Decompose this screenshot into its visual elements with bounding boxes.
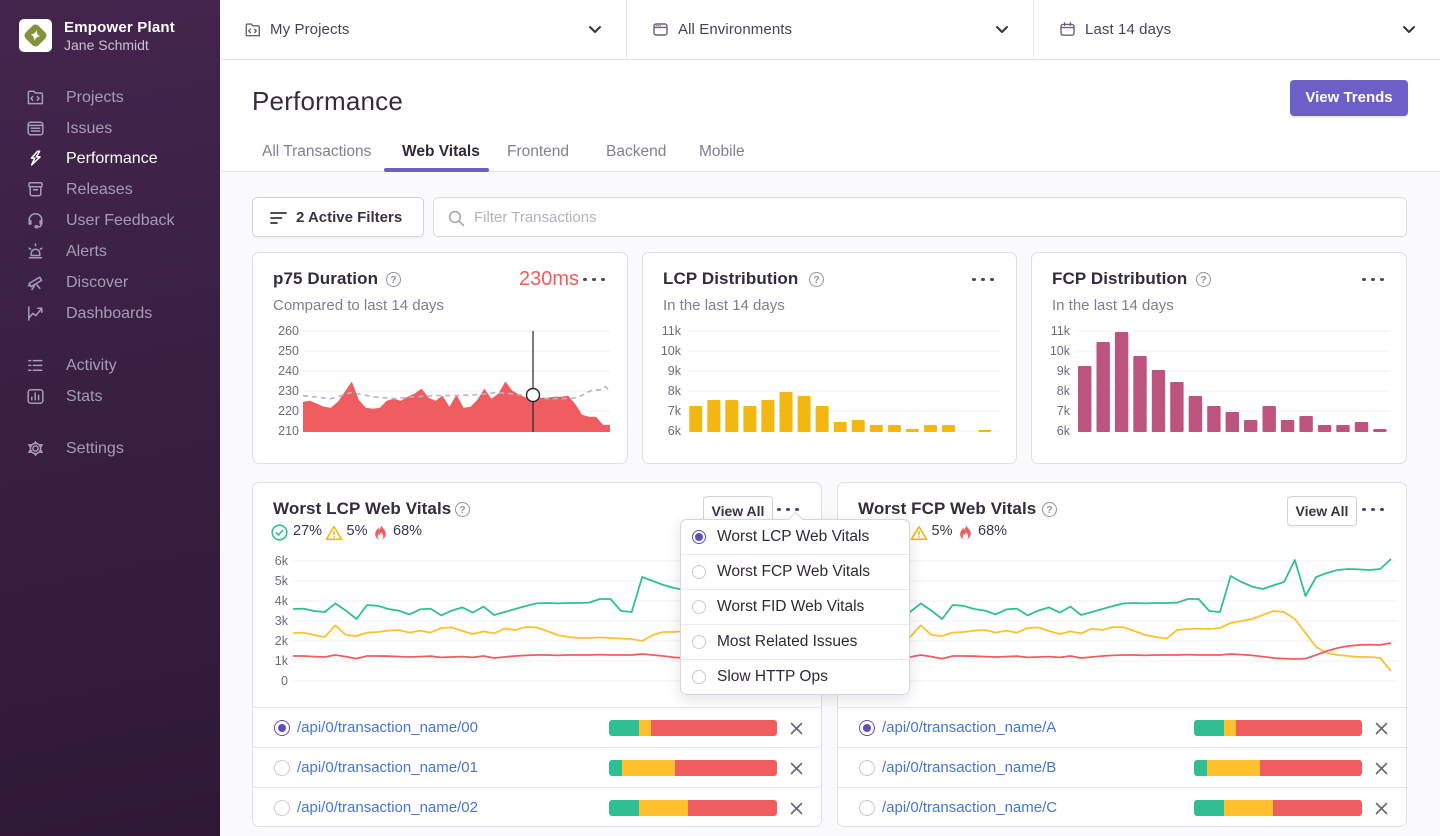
svg-text:9k: 9k	[1057, 364, 1071, 378]
svg-text:10k: 10k	[661, 344, 682, 358]
svg-text:1k: 1k	[275, 654, 289, 668]
svg-text:240: 240	[278, 364, 299, 378]
svg-text:8k: 8k	[1057, 384, 1071, 398]
svg-text:4k: 4k	[275, 594, 289, 608]
svg-text:7k: 7k	[668, 404, 682, 418]
svg-text:210: 210	[278, 424, 299, 438]
svg-text:230: 230	[278, 384, 299, 398]
svg-text:8k: 8k	[668, 384, 682, 398]
svg-text:7k: 7k	[1057, 404, 1071, 418]
svg-text:220: 220	[278, 404, 299, 418]
svg-text:9k: 9k	[668, 364, 682, 378]
svg-text:2k: 2k	[275, 634, 289, 648]
svg-text:10k: 10k	[1050, 344, 1071, 358]
svg-text:250: 250	[278, 344, 299, 358]
svg-text:6k: 6k	[668, 424, 682, 438]
svg-text:5k: 5k	[275, 574, 289, 588]
svg-text:3k: 3k	[275, 614, 289, 628]
svg-text:6k: 6k	[275, 554, 289, 568]
svg-text:11k: 11k	[662, 324, 682, 338]
svg-text:6k: 6k	[1057, 424, 1071, 438]
svg-text:11k: 11k	[1051, 324, 1071, 338]
svg-text:260: 260	[278, 324, 299, 338]
svg-text:0: 0	[281, 674, 288, 688]
